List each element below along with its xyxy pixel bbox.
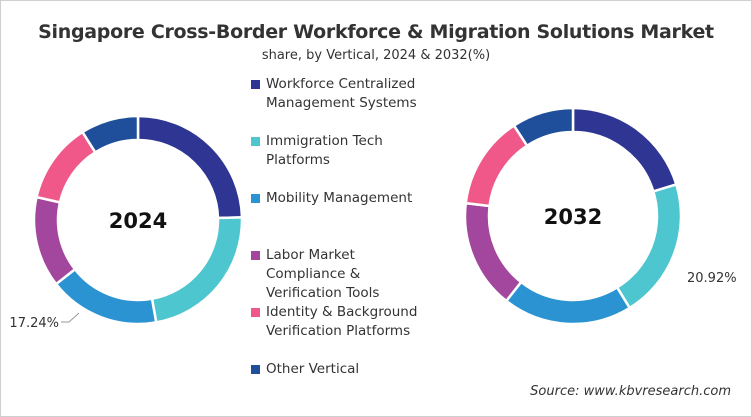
donut-slice-2032-0	[571, 106, 678, 194]
data-label-2024: 17.24%	[9, 316, 59, 331]
legend-label: Identity & Background Verification Platf…	[266, 304, 418, 339]
donut-slice-2024-1	[150, 216, 244, 324]
donut-slice-2024-0	[136, 114, 244, 220]
donut-slice-2024-4	[35, 130, 98, 204]
legend-swatch	[251, 194, 260, 203]
donut-slice-2032-2	[504, 280, 632, 326]
legend-label: Other Vertical	[266, 361, 360, 377]
donut-slice-2032-5	[512, 106, 575, 148]
legend-label: Mobility Management	[266, 190, 413, 206]
source-note: Source: www.kbvresearch.com	[530, 384, 731, 399]
legend-swatch	[251, 80, 260, 89]
donut-slice-2032-1	[615, 182, 683, 310]
chart-subtitle: share, by Vertical, 2024 & 2032(%)	[261, 48, 491, 63]
legend-swatch	[251, 251, 260, 260]
legend-swatch	[251, 308, 260, 317]
legend-label: Labor Market Compliance & Verification T…	[266, 247, 380, 301]
legend-item-identity: Identity & Background Verification Platf…	[251, 303, 436, 341]
donut-slice-2024-3	[32, 195, 77, 286]
legend-item-labor: Labor Market Compliance & Verification T…	[251, 246, 416, 303]
donut-slice-2024-2	[54, 267, 158, 326]
chart-title: Singapore Cross-Border Workforce & Migra…	[38, 21, 714, 43]
leader-line	[61, 312, 80, 323]
legend-label: Immigration Tech Platforms	[266, 133, 383, 168]
donut-slice-2032-4	[464, 123, 529, 208]
legend-label: Workforce Centralized Management Systems	[266, 76, 417, 111]
legend-swatch	[251, 365, 260, 374]
legend-item-immigration: Immigration Tech Platforms	[251, 132, 396, 170]
donut-slice-2024-5	[80, 114, 140, 155]
legend-item-other: Other Vertical	[251, 360, 436, 379]
data-label-2032: 20.92%	[687, 271, 737, 286]
legend-swatch	[251, 137, 260, 146]
donut-slice-2032-3	[463, 201, 523, 303]
legend-item-mobility: Mobility Management	[251, 189, 456, 208]
center-label-2024: 2024	[109, 209, 167, 233]
center-label-2032: 2032	[544, 205, 602, 229]
legend-item-workforce: Workforce Centralized Management Systems	[251, 75, 436, 113]
